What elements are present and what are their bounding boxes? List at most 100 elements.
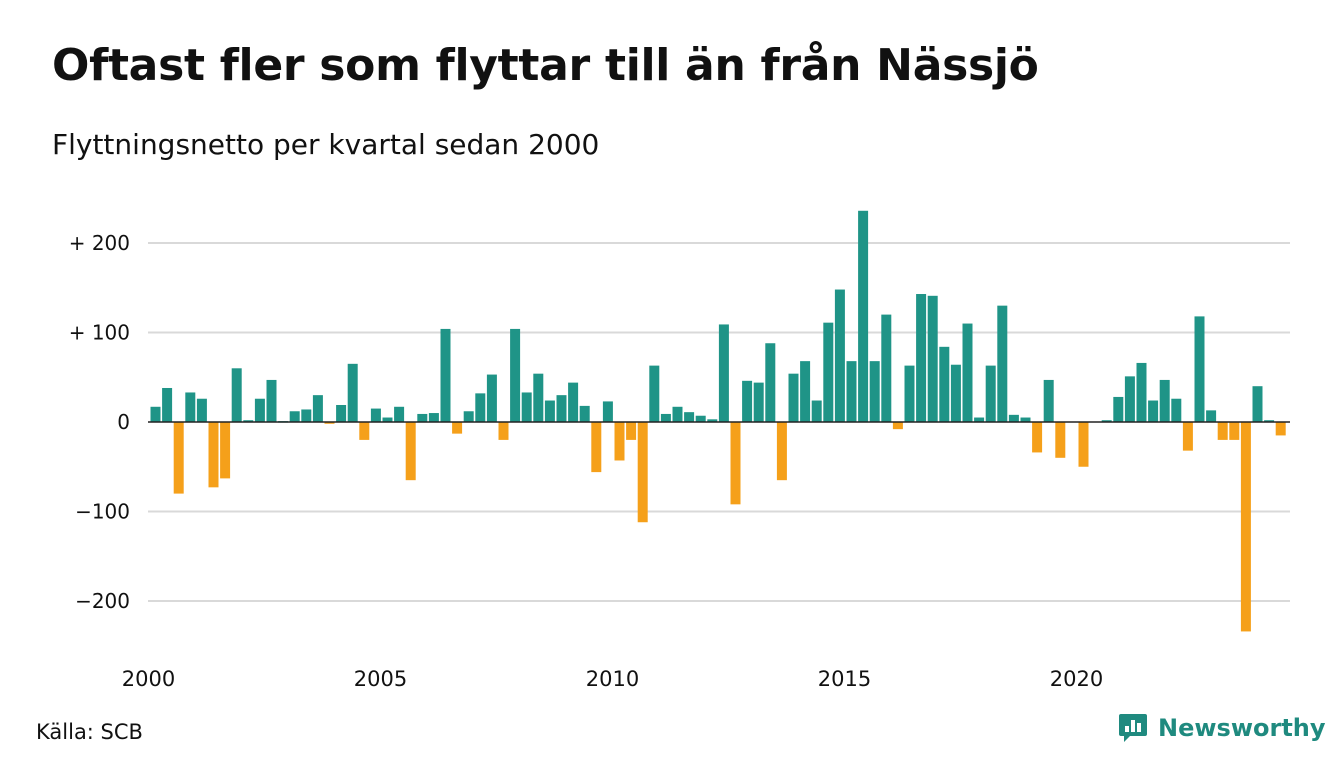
bar-positive — [974, 417, 985, 422]
bar-positive — [231, 368, 242, 422]
bar-positive — [846, 361, 857, 422]
bar-negative — [173, 422, 184, 494]
bar-positive — [904, 365, 915, 422]
bar-positive — [533, 373, 544, 422]
bar-positive — [394, 406, 405, 422]
bar-negative — [626, 422, 637, 440]
bar-negative — [1182, 422, 1193, 451]
bar-positive — [1159, 379, 1170, 422]
bar-positive — [939, 346, 950, 422]
bar-positive — [312, 395, 323, 422]
bar-positive — [962, 323, 973, 422]
bar-positive — [950, 364, 961, 422]
bar-positive — [382, 417, 393, 422]
bar-negative — [220, 422, 231, 479]
brand-name: Newsworthy — [1158, 714, 1326, 742]
bar-positive — [579, 405, 590, 422]
bar-positive — [486, 374, 497, 422]
bar-positive — [417, 413, 428, 422]
bar-positive — [753, 382, 764, 422]
bar-positive — [185, 392, 196, 422]
bar-positive — [858, 210, 869, 422]
bar-positive — [1020, 417, 1031, 422]
x-tick-label: 2020 — [1050, 667, 1103, 691]
bar-chart-speech-bubble-icon — [1119, 714, 1147, 742]
bar-negative — [637, 422, 648, 523]
bar-negative — [359, 422, 370, 440]
bar-positive — [440, 328, 451, 422]
bar-positive — [834, 289, 845, 422]
bar-positive — [881, 314, 892, 422]
bar-positive — [684, 412, 695, 422]
bar-positive — [765, 343, 776, 422]
bar-positive — [916, 294, 927, 422]
bar-positive — [1008, 414, 1019, 422]
bar-positive — [556, 395, 567, 422]
bar-positive — [243, 420, 254, 422]
bar-positive — [695, 415, 706, 422]
chart-subtitle: Flyttningsnetto per kvartal sedan 2000 — [52, 128, 600, 161]
bar-positive — [1206, 410, 1217, 422]
y-tick-label: 0 — [117, 410, 130, 434]
bar-positive — [742, 380, 753, 422]
bars — [150, 210, 1286, 632]
bar-positive — [289, 411, 300, 422]
brand-logo: Newsworthy — [1118, 712, 1326, 744]
bar-negative — [498, 422, 509, 440]
bar-negative — [1275, 422, 1286, 436]
bar-positive — [811, 400, 822, 422]
bar-negative — [1240, 422, 1251, 632]
x-axis-ticks: 2000 2005 2010 2015 2020 — [122, 667, 1103, 691]
bar-positive — [602, 401, 613, 422]
x-tick-label: 2000 — [122, 667, 175, 691]
bar-positive — [1124, 376, 1135, 422]
y-tick-label: −100 — [75, 500, 130, 524]
bar-negative — [1229, 422, 1240, 440]
y-axis-ticks: + 200 + 100 0 −100 −200 — [69, 231, 130, 613]
bar-positive — [649, 365, 660, 422]
bar-positive — [997, 305, 1008, 422]
grid-lines — [148, 242, 1290, 602]
x-tick-label: 2015 — [818, 667, 871, 691]
bar-positive — [266, 379, 277, 422]
bar-negative — [776, 422, 787, 481]
bar-negative — [324, 422, 335, 424]
bar-positive — [1171, 398, 1182, 422]
bar-negative — [591, 422, 602, 473]
bar-positive — [301, 409, 312, 422]
bar-positive — [1194, 316, 1205, 422]
bar-negative — [1055, 422, 1066, 458]
y-tick-label: + 100 — [69, 321, 130, 345]
bar-positive — [336, 404, 347, 422]
bar-positive — [428, 413, 439, 422]
x-tick-label: 2005 — [354, 667, 407, 691]
bar-positive — [521, 392, 532, 422]
bar-positive — [370, 408, 381, 422]
bar-positive — [985, 365, 996, 422]
bar-negative — [614, 422, 625, 461]
chart-title: Oftast fler som flyttar till än från Näs… — [52, 40, 1039, 91]
bar-positive — [1136, 362, 1147, 422]
bar-positive — [869, 361, 880, 422]
bar-positive — [707, 419, 718, 422]
bar-negative — [730, 422, 741, 505]
bar-positive — [927, 295, 938, 422]
x-tick-label: 2010 — [586, 667, 639, 691]
bar-positive — [510, 328, 521, 422]
bar-positive — [475, 393, 486, 422]
bar-positive — [800, 361, 811, 422]
bar-negative — [1217, 422, 1228, 440]
bar-positive — [1148, 400, 1159, 422]
bar-positive — [568, 382, 579, 422]
bar-positive — [196, 398, 207, 422]
bar-positive — [823, 322, 834, 422]
bar-positive — [162, 387, 173, 422]
bar-negative — [1078, 422, 1089, 467]
source-note: Källa: SCB — [36, 720, 143, 744]
bar-positive — [660, 413, 671, 422]
bar-positive — [544, 400, 555, 422]
bar-positive — [1101, 420, 1112, 422]
bar-positive — [1113, 396, 1124, 422]
bar-positive — [463, 411, 474, 422]
